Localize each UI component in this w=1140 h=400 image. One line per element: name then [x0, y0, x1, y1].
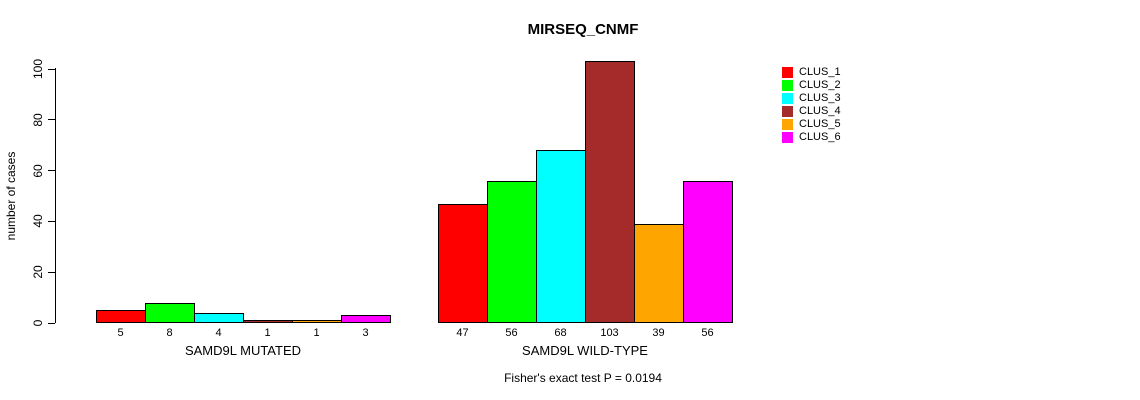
bar-value-label: 56	[701, 327, 714, 339]
legend-row-CLUS_5: CLUS_5	[782, 117, 841, 130]
bar-CLUS_1-group1	[96, 310, 146, 323]
legend-swatch-CLUS_6	[782, 131, 793, 143]
legend-row-CLUS_4: CLUS_4	[782, 104, 841, 117]
bar-value-label: 4	[215, 327, 222, 339]
bar-CLUS_6-group1	[341, 315, 391, 323]
bar-value-label: 3	[362, 327, 369, 339]
legend-swatch-CLUS_1	[782, 67, 793, 78]
bar-CLUS_1-group2	[438, 204, 488, 323]
legend-label-CLUS_4: CLUS_4	[799, 104, 841, 117]
y-axis-tick-0	[48, 322, 55, 324]
bar-value-label: 103	[600, 327, 619, 339]
bar-value-label: 39	[652, 327, 665, 339]
bar-value-label: 47	[456, 327, 469, 339]
legend-swatch-CLUS_2	[782, 79, 793, 91]
y-axis-tick-20	[48, 271, 55, 273]
chart-title: MIRSEQ_CNMF	[527, 21, 639, 38]
y-axis-tick-label-60: 60	[31, 163, 45, 178]
legend-label-CLUS_5: CLUS_5	[799, 117, 841, 130]
bar-CLUS_2-group2	[487, 181, 537, 323]
legend-label-CLUS_6: CLUS_6	[799, 130, 841, 143]
y-axis-tick-label-100: 100	[31, 58, 45, 80]
y-axis-tick-80	[48, 119, 55, 121]
legend-swatch-CLUS_3	[782, 92, 793, 104]
bar-CLUS_3-group2	[536, 150, 586, 323]
legend-label-CLUS_1: CLUS_1	[799, 66, 841, 78]
bar-CLUS_4-group1	[243, 320, 293, 323]
legend-row-CLUS_2: CLUS_2	[782, 78, 841, 91]
bar-value-label: 68	[554, 327, 567, 339]
y-axis-tick-60	[48, 170, 55, 172]
legend-label-CLUS_2: CLUS_2	[799, 78, 841, 91]
group-label-1: SAMD9L MUTATED	[184, 343, 302, 358]
bar-value-label: 5	[117, 327, 124, 339]
bar-value-label: 1	[264, 327, 271, 339]
bar-CLUS_5-group2	[634, 224, 684, 323]
fisher-test-footnote: Fisher's exact test P = 0.0194	[504, 371, 662, 385]
bar-CLUS_5-group1	[292, 320, 342, 323]
y-axis-tick-label-40: 40	[31, 214, 45, 229]
bar-value-label: 8	[166, 327, 173, 339]
legend-row-CLUS_1: CLUS_1	[782, 67, 841, 78]
bar-CLUS_3-group1	[194, 313, 244, 323]
y-axis-tick-100	[48, 68, 55, 70]
legend-label-CLUS_3: CLUS_3	[799, 91, 841, 104]
bar-value-label: 1	[313, 327, 320, 339]
y-axis-line	[55, 68, 56, 323]
bar-CLUS_2-group1	[145, 303, 195, 323]
legend-row-CLUS_3: CLUS_3	[782, 91, 841, 104]
y-axis-tick-label-80: 80	[31, 113, 45, 127]
bar-CLUS_4-group2	[585, 61, 635, 323]
bar-CLUS_6-group2	[683, 181, 733, 323]
y-axis-tick-40	[48, 220, 55, 222]
y-axis-label: number of cases	[4, 151, 18, 241]
legend-swatch-CLUS_4	[782, 105, 793, 117]
group-label-2: SAMD9L WILD-TYPE	[522, 343, 648, 358]
legend-row-CLUS_6: CLUS_6	[782, 130, 841, 143]
y-axis-tick-label-20: 20	[31, 265, 45, 279]
legend-swatch-CLUS_5	[782, 118, 793, 130]
y-axis-tick-label-0: 0	[31, 319, 45, 327]
bar-value-label: 56	[505, 327, 518, 339]
